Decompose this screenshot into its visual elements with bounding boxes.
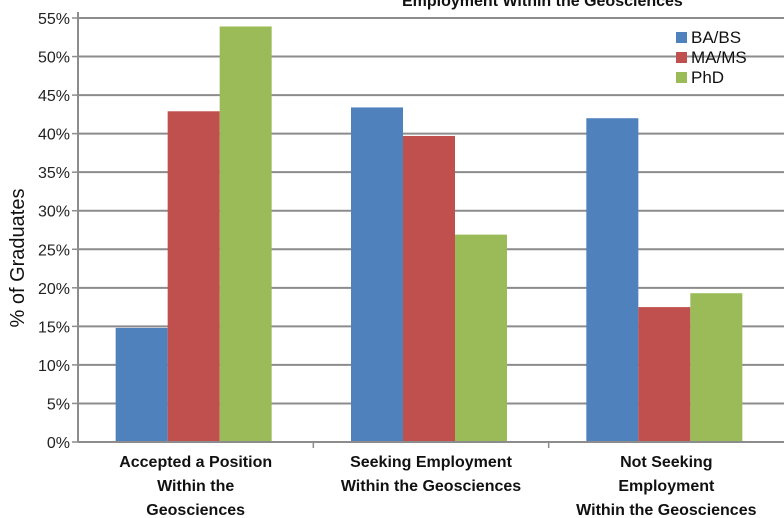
bar-phd-2 [455,234,507,442]
y-tick-label: 55% [38,11,70,28]
legend-label: MA/MS [691,48,747,67]
legend-label: BA/BS [691,28,741,47]
category-label: Seeking Employment [350,454,512,471]
category-label: Geosciences [146,502,245,518]
bar-ba-bs-3 [586,118,639,442]
legend-swatch [676,32,687,43]
bar-ma-ms-1 [167,111,220,442]
legend-swatch [676,72,687,83]
bar-ma-ms-2 [403,135,455,442]
y-tick-label: 25% [38,242,70,259]
y-axis-title: % of Graduates [7,189,29,328]
category-label: Within the Geosciences [576,502,756,518]
bar-phd-1 [219,26,272,442]
bar-ba-bs-2 [351,107,403,443]
y-tick-label: 45% [38,88,70,105]
y-tick-label: 50% [38,50,70,67]
category-label: Within the Geosciences [341,478,521,495]
y-tick-label: 35% [38,165,70,182]
y-tick-label: 40% [38,127,70,144]
bar-phd-3 [690,293,743,442]
bar-ba-bs-1 [115,327,168,442]
axes [72,12,784,448]
chart-title: Employment Within the Geosciences [402,0,683,10]
legend-label: PhD [691,68,724,87]
category-label: Employment [618,478,715,495]
y-tick-label: 0% [47,435,70,452]
category-label: Accepted a Position [119,454,272,471]
legend-swatch [676,52,687,63]
y-tick-label: 20% [38,281,70,298]
bars [115,26,743,443]
y-tick-label: 15% [38,319,70,336]
category-label: Within the [157,478,234,495]
category-label: Not Seeking [620,454,712,471]
y-tick-label: 5% [47,396,70,413]
y-tick-label: 30% [38,204,70,221]
bar-ma-ms-3 [638,307,691,442]
y-tick-label: 10% [38,358,70,375]
category-labels: Accepted a Position Within the Geosciences… [119,454,756,518]
y-tick-labels: 0% 5% 10% 15% 20% 25% 30% 35% 40% 45% 50% 55% [38,11,70,452]
